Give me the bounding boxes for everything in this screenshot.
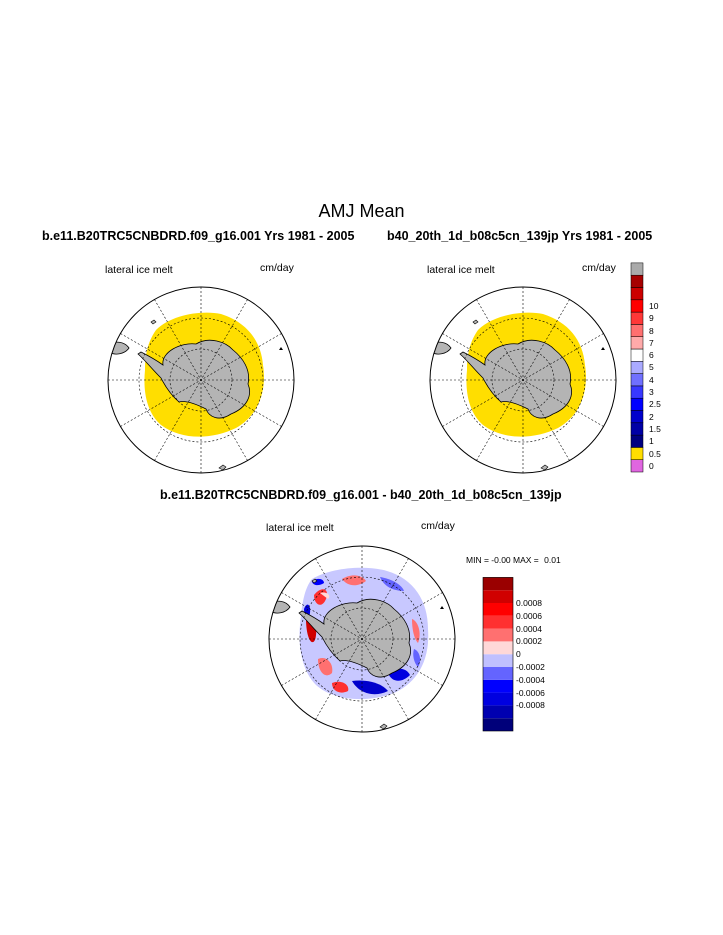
diff-colorbar-frame <box>482 577 514 732</box>
diff-colorbar-label: 0.0006 <box>516 610 542 621</box>
top-colorbar-swatch <box>630 410 644 424</box>
panel1-case-header: b.e11.B20TRC5CNBDRD.f09_g16.001 Yrs 1981… <box>42 229 355 243</box>
diff-colorbar-swatch <box>483 603 513 616</box>
max-value: 0.01 <box>544 555 561 565</box>
panel2-case-header: b40_20th_1d_b08c5cn_139jp Yrs 1981 - 200… <box>387 229 653 243</box>
top-colorbar-swatch <box>630 373 644 387</box>
top-colorbar <box>630 262 644 473</box>
diff-colorbar <box>482 577 514 732</box>
diff-units-label: cm/day <box>421 520 455 532</box>
top-colorbar-swatch <box>630 274 644 288</box>
top-colorbar-label: 6 <box>649 350 654 361</box>
diff-colorbar-swatch <box>483 654 513 667</box>
top-colorbar-swatch <box>630 262 644 276</box>
main-title: AMJ Mean <box>318 201 405 221</box>
diff-colorbar-swatch <box>483 590 513 603</box>
min-value: -0.00 <box>491 555 511 565</box>
panel1-units-label: cm/day <box>260 262 294 274</box>
diff-colorbar-swatch <box>483 615 513 629</box>
top-colorbar-swatch <box>630 422 644 436</box>
top-colorbar-swatch <box>630 447 644 460</box>
panel2-map <box>429 286 617 474</box>
min-label: MIN = <box>466 555 489 565</box>
top-colorbar-swatch <box>630 311 644 325</box>
top-colorbar-swatch <box>630 361 644 374</box>
diff-colorbar-label: -0.0008 <box>516 700 545 711</box>
top-colorbar-swatch <box>630 385 644 399</box>
panel2-variable-label: lateral ice melt <box>427 264 495 276</box>
top-colorbar-swatch <box>630 324 644 337</box>
top-colorbar-label: 9 <box>649 313 654 324</box>
diff-map <box>268 545 456 733</box>
top-colorbar-label: 0.5 <box>649 448 661 459</box>
panel1-variable-label: lateral ice melt <box>105 264 173 276</box>
panel2-units-label: cm/day <box>582 262 616 274</box>
diff-variable-label: lateral ice melt <box>266 522 334 534</box>
diff-header: b.e11.B20TRC5CNBDRD.f09_g16.001 - b40_20… <box>160 488 562 502</box>
top-colorbar-swatch <box>630 397 644 411</box>
top-colorbar-swatch <box>630 299 644 313</box>
diff-colorbar-swatch <box>483 628 513 642</box>
diff-colorbar-swatch <box>483 577 513 591</box>
diff-colorbar-label: 0.0008 <box>516 598 542 608</box>
top-colorbar-swatch <box>630 434 644 448</box>
top-colorbar-label: 7 <box>649 337 654 348</box>
top-colorbar-swatch <box>630 348 644 362</box>
diff-colorbar-swatch <box>483 679 513 693</box>
top-colorbar-label: 1.5 <box>649 423 661 434</box>
top-colorbar-swatch <box>630 336 644 350</box>
top-colorbar-label: 1 <box>649 436 654 447</box>
top-colorbar-label: 0 <box>649 460 654 471</box>
diff-colorbar-swatch <box>483 718 513 731</box>
diff-colorbar-swatch <box>483 641 513 655</box>
max-label: MAX = <box>513 555 539 565</box>
diff-colorbar-label: -0.0002 <box>516 662 545 672</box>
diff-min-max: MIN = -0.00 MAX = 0.01 <box>466 555 561 565</box>
top-colorbar-label: 2.5 <box>649 399 661 410</box>
diff-colorbar-label: -0.0006 <box>516 687 545 698</box>
diff-colorbar-label: 0 <box>516 649 521 660</box>
diff-colorbar-swatch <box>483 692 513 706</box>
diff-colorbar-label: 0.0002 <box>516 636 542 647</box>
top-colorbar-label: 10 <box>649 300 659 311</box>
top-colorbar-label: 2 <box>649 411 654 422</box>
top-colorbar-label: 8 <box>649 325 654 336</box>
diff-colorbar-swatch <box>483 667 513 680</box>
diff-colorbar-swatch <box>483 705 513 719</box>
diff-colorbar-label: 0.0004 <box>516 623 542 634</box>
top-colorbar-label: 3 <box>649 387 654 397</box>
top-colorbar-label: 4 <box>649 374 654 385</box>
top-colorbar-swatch <box>630 287 644 301</box>
top-colorbar-label: 5 <box>649 362 654 373</box>
diff-colorbar-label: -0.0004 <box>516 674 545 685</box>
panel1-map <box>107 286 295 474</box>
top-colorbar-swatch <box>630 459 644 473</box>
